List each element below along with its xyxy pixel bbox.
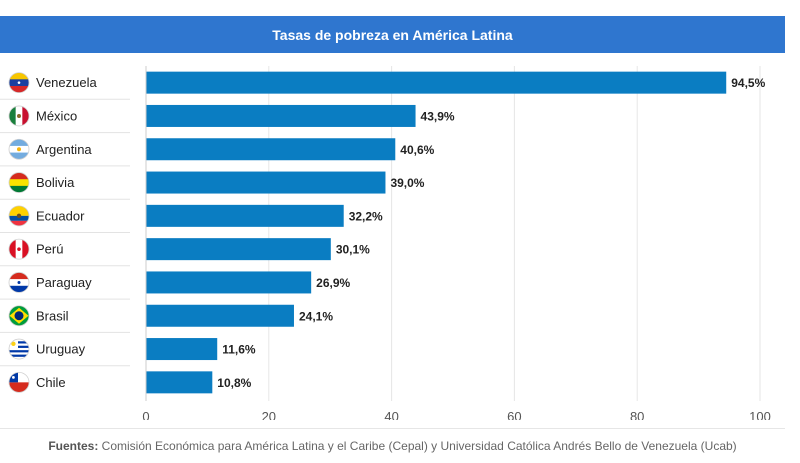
data-label: 40,6% [400, 143, 434, 157]
data-label: 39,0% [390, 176, 424, 190]
argentina-flag-icon [8, 138, 30, 160]
data-label: 30,1% [336, 243, 370, 257]
bar [146, 104, 416, 127]
x-tick-label: 60 [507, 409, 521, 420]
data-label: 26,9% [316, 276, 350, 290]
chile-flag-icon [8, 371, 30, 393]
ecuador-flag-icon [8, 205, 30, 227]
paraguay-flag-icon [8, 272, 30, 293]
data-label: 43,9% [421, 109, 455, 123]
category-label: México [36, 108, 77, 123]
category-label: Uruguay [36, 342, 86, 357]
chart-title: Tasas de pobreza en América Latina [272, 26, 513, 43]
data-label: 32,2% [349, 209, 383, 223]
source-footer: Fuentes: Comisión Económica para América… [0, 439, 785, 453]
bar [146, 71, 727, 94]
category-label: Argentina [36, 142, 92, 157]
data-label: 10,8% [217, 376, 251, 390]
x-tick-label: 20 [262, 409, 276, 420]
category-label: Bolivia [36, 175, 75, 190]
category-label: Venezuela [36, 75, 97, 90]
brasil-flag-icon [8, 305, 30, 327]
bar [146, 238, 331, 261]
x-tick-label: 40 [384, 409, 398, 420]
venezuela-flag-icon [8, 72, 30, 94]
category-label: Perú [36, 242, 63, 257]
x-tick-label: 0 [142, 409, 149, 420]
data-label: 94,5% [731, 76, 765, 90]
x-tick-label: 80 [630, 409, 644, 420]
peru-flag-icon [8, 238, 30, 260]
bar [146, 271, 312, 294]
bolivia-flag-icon [8, 172, 30, 193]
bar-chart: 0 20 40 60 80 100 Venezuela 94,5% México 43,9% Arg… [0, 66, 771, 420]
bar [146, 171, 386, 194]
footer-text: Comisión Económica para América Latina y… [98, 439, 737, 453]
x-tick-label: 100 [749, 409, 771, 420]
bar [146, 138, 396, 161]
data-label: 11,6% [222, 343, 256, 357]
category-label: Brasil [36, 308, 69, 323]
footer-divider [0, 428, 785, 429]
data-label: 24,1% [299, 309, 333, 323]
mexico-flag-icon [8, 105, 30, 127]
bar [146, 304, 294, 327]
footer-label: Fuentes: [48, 439, 99, 453]
bar [146, 371, 213, 394]
category-label: Paraguay [36, 275, 92, 290]
chart-title-banner: Tasas de pobreza en América Latina [0, 16, 785, 53]
uruguay-flag-icon [8, 338, 30, 360]
category-label: Chile [36, 375, 66, 390]
bar [146, 338, 218, 361]
category-label: Ecuador [36, 208, 85, 223]
bar [146, 204, 344, 227]
